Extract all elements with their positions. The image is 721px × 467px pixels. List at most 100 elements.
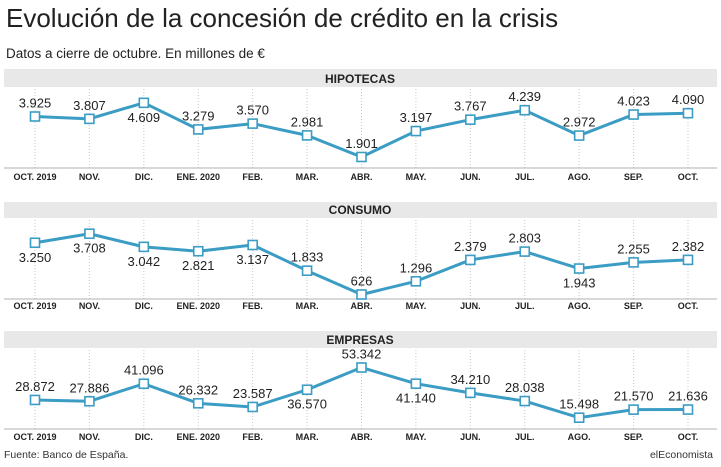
data-label: 1.901: [345, 136, 378, 151]
data-point: [410, 378, 422, 389]
data-point: [356, 362, 367, 373]
data-point: [301, 130, 313, 141]
data-label: 1.943: [563, 276, 596, 291]
data-label: 1.296: [400, 260, 433, 275]
category-label: AGO.: [568, 172, 591, 182]
chart-title: EMPRESAS: [326, 333, 393, 347]
category-label: OCT.: [678, 172, 699, 182]
data-label: 21.570: [614, 389, 654, 404]
data-label: 2.255: [617, 241, 650, 256]
data-point: [192, 245, 204, 257]
data-label: 34.210: [450, 372, 490, 387]
data-label: 28.872: [15, 379, 55, 394]
data-point: [465, 114, 476, 125]
data-label: 4.239: [508, 89, 541, 104]
data-label: 2.803: [508, 231, 541, 246]
chart-title: CONSUMO: [329, 203, 392, 217]
category-label: JUL.: [515, 432, 535, 442]
category-label: OCT.: [678, 432, 699, 442]
data-point: [356, 151, 367, 163]
data-label: 28.038: [505, 380, 545, 395]
data-point: [519, 104, 531, 116]
data-label: 626: [351, 274, 373, 289]
data-label: 2.972: [563, 115, 596, 130]
data-label: 3.925: [19, 96, 52, 111]
category-label: JUL.: [515, 172, 535, 182]
data-point: [573, 263, 585, 274]
category-label: ABR.: [351, 172, 373, 182]
data-label: 23.587: [233, 386, 273, 401]
category-label: OCT. 2019: [13, 301, 56, 311]
category-label: MAY.: [406, 301, 427, 311]
data-label: 3.708: [73, 241, 106, 256]
footer-brand: elEconomista: [649, 449, 713, 461]
data-point: [29, 394, 41, 406]
category-label: FEB.: [242, 301, 263, 311]
data-point: [192, 398, 204, 409]
data-point: [682, 107, 694, 119]
category-label: ABR.: [351, 301, 373, 311]
category-label: DIC.: [135, 432, 153, 442]
data-label: 3.570: [236, 103, 269, 118]
data-label: 2.821: [182, 258, 215, 273]
category-label: DIC.: [135, 172, 153, 182]
footer-source: Fuente: Banco de España.: [4, 449, 129, 461]
data-label: 4.090: [672, 92, 705, 107]
data-label: 36.570: [287, 397, 327, 412]
data-label: 41.140: [396, 391, 436, 406]
data-point: [138, 378, 150, 390]
category-label: SEP.: [624, 301, 643, 311]
chart-title-band: [4, 202, 717, 218]
data-point: [356, 289, 367, 300]
category-label: FEB.: [242, 172, 263, 182]
chart-empresas: EMPRESAS 28.872 OCT. 2019 27.886 NOV. 41.096 D…: [4, 331, 717, 442]
chart-title: HIPOTECAS: [325, 72, 395, 86]
data-point: [628, 109, 639, 120]
category-label: ENE. 2020: [176, 432, 220, 442]
chart-title-band: [4, 69, 717, 87]
category-label: JUN.: [460, 432, 481, 442]
data-point: [465, 254, 476, 266]
category-label: OCT. 2019: [13, 432, 56, 442]
data-point: [301, 384, 313, 396]
data-label: 3.197: [400, 110, 433, 125]
data-label: 3.250: [19, 250, 52, 265]
data-label: 3.279: [182, 108, 215, 123]
category-label: FEB.: [242, 432, 263, 442]
data-point: [628, 257, 639, 268]
data-point: [410, 125, 422, 137]
data-point: [247, 118, 258, 129]
category-label: MAY.: [406, 172, 427, 182]
data-point: [301, 265, 313, 277]
category-label: MAR.: [296, 172, 319, 182]
category-label: MAY.: [406, 432, 427, 442]
data-label: 3.042: [128, 254, 161, 269]
data-point: [410, 275, 422, 287]
category-label: JUN.: [460, 172, 481, 182]
data-point: [573, 412, 585, 423]
data-point: [465, 387, 476, 399]
data-point: [573, 130, 585, 141]
data-point: [29, 111, 41, 122]
data-point: [682, 404, 694, 415]
category-label: AGO.: [568, 301, 591, 311]
data-label: 2.379: [454, 239, 487, 254]
category-label: JUN.: [460, 301, 481, 311]
category-label: OCT. 2019: [13, 172, 56, 182]
data-label: 15.498: [559, 397, 599, 412]
data-point: [84, 113, 95, 125]
category-label: NOV.: [79, 432, 100, 442]
data-label: 1.833: [291, 250, 324, 265]
data-point: [29, 237, 41, 249]
page-title: Evolución de la concesión de crédito en …: [6, 3, 559, 33]
chart-hipotecas: HIPOTECAS 3.925 OCT. 2019 3.807 NOV. 4.609 DIC…: [4, 69, 717, 182]
data-point: [138, 97, 150, 109]
data-point: [247, 401, 258, 413]
category-label: MAR.: [296, 301, 319, 311]
data-label: 41.096: [124, 363, 164, 378]
category-label: AGO.: [568, 432, 591, 442]
category-label: NOV.: [79, 172, 100, 182]
data-point: [519, 246, 531, 257]
data-point: [138, 241, 150, 253]
